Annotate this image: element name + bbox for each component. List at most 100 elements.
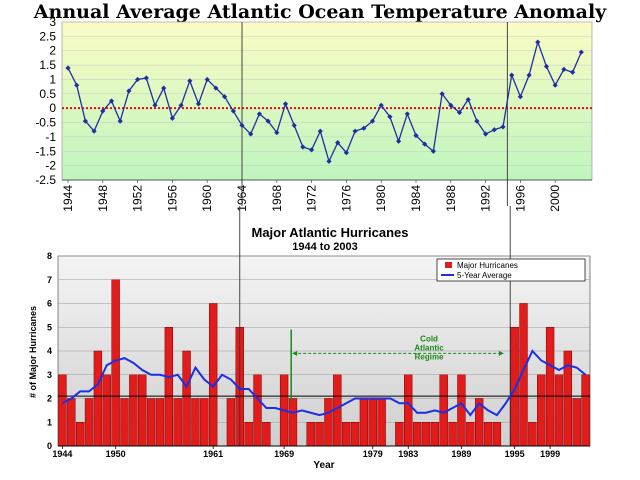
top-chart: 32.521.510.50-0.5-1-1.5-2-2.5 1944 1948 19… bbox=[35, 15, 593, 212]
hurricane-bar bbox=[359, 398, 369, 447]
hurricane-bar bbox=[244, 422, 253, 447]
hurricane-bar bbox=[537, 374, 546, 447]
temperature-anomaly-point bbox=[91, 128, 97, 134]
hurricane-bar bbox=[377, 398, 386, 447]
hurricane-bar bbox=[146, 398, 156, 447]
top-y-tick-label: 0 bbox=[49, 101, 56, 115]
top-y-tick-label: -1 bbox=[45, 130, 56, 144]
hurricane-bar bbox=[67, 398, 76, 447]
temperature-anomaly-point bbox=[326, 158, 332, 164]
temperature-anomaly-point bbox=[161, 85, 167, 91]
temperature-anomaly-point bbox=[213, 85, 219, 91]
temperature-anomaly-point bbox=[413, 132, 419, 139]
hurricane-bar bbox=[93, 350, 103, 447]
top-y-tick-label: -2 bbox=[45, 159, 56, 173]
temperature-anomaly-point bbox=[143, 75, 149, 81]
top-y-tick-label: 2 bbox=[49, 44, 56, 58]
hurricane-bar bbox=[492, 422, 502, 447]
top-chart-title: Annual Average Atlantic Ocean Temperatur… bbox=[33, 1, 607, 23]
hurricane-bar bbox=[173, 398, 182, 447]
hurricane-bar bbox=[350, 422, 360, 447]
hurricane-bar bbox=[395, 422, 404, 447]
top-x-tick-label: 1976 bbox=[339, 185, 353, 212]
top-y-axis: 32.521.510.50-0.5-1-1.5-2-2.5 bbox=[35, 15, 56, 187]
temperature-anomaly-point bbox=[509, 72, 515, 78]
hurricane-bar bbox=[404, 374, 413, 447]
bottom-x-axis: 1944 1950 1961 1969 1979 1983 1989 1995 1999 bbox=[52, 445, 590, 459]
temperature-anomaly-point bbox=[65, 65, 71, 71]
hurricane-bar bbox=[75, 422, 85, 447]
temperature-anomaly-point bbox=[291, 122, 297, 129]
hurricane-bar bbox=[421, 422, 431, 447]
top-x-tick-label: 1984 bbox=[409, 185, 423, 212]
hurricane-bar bbox=[324, 398, 333, 447]
temperature-anomaly-point bbox=[100, 108, 106, 114]
temperature-anomaly-point bbox=[491, 127, 497, 133]
top-x-tick-label: 2000 bbox=[548, 185, 562, 212]
annotation-arrowhead-right bbox=[498, 350, 504, 356]
top-x-tick-label: 1944 bbox=[61, 185, 75, 212]
temperature-anomaly-point bbox=[126, 88, 132, 94]
bottom-x-tick-label: 1995 bbox=[505, 449, 525, 459]
hurricane-bar bbox=[483, 422, 493, 447]
hurricane-bar bbox=[528, 422, 537, 447]
bottom-y-axis-label: # of Major Hurricanes bbox=[28, 306, 38, 398]
hurricane-bar bbox=[58, 374, 67, 447]
temperature-anomaly-point bbox=[274, 130, 280, 136]
bottom-y-tick-label: 0 bbox=[47, 441, 52, 451]
temperature-anomaly-point bbox=[195, 101, 202, 107]
temperature-anomaly-point bbox=[378, 102, 384, 108]
temperature-anomaly-point bbox=[135, 76, 141, 83]
hurricane-bar bbox=[315, 422, 324, 447]
hurricane-bar bbox=[581, 374, 590, 447]
top-y-tick-label: -0.5 bbox=[35, 116, 56, 130]
hurricane-bar bbox=[368, 398, 377, 447]
bottom-x-tick-label: 1961 bbox=[203, 449, 223, 459]
temperature-anomaly-point bbox=[570, 69, 576, 75]
bottom-x-tick-label: 1969 bbox=[274, 449, 294, 459]
hurricane-bar bbox=[253, 374, 262, 447]
legend-label-five-year-average: 5-Year Average bbox=[457, 271, 512, 280]
top-y-tick-label: -2.5 bbox=[35, 173, 56, 187]
hurricane-bar bbox=[191, 398, 200, 447]
temperature-anomaly-point bbox=[317, 128, 323, 134]
temperature-anomaly-point bbox=[82, 118, 88, 124]
annotation-arrowhead-left bbox=[292, 350, 298, 356]
bottom-chart-title: Major Atlantic Hurricanes bbox=[251, 225, 408, 240]
top-x-tick-label: 1956 bbox=[165, 185, 179, 212]
bottom-x-tick-label: 1983 bbox=[398, 449, 418, 459]
hurricane-bar bbox=[182, 350, 191, 447]
annotation-text-line-3: Regime bbox=[415, 353, 444, 362]
top-x-axis: 1944 1948 1952 1956 1960 1964 1968 1972 1976 1980… bbox=[61, 179, 592, 212]
temperature-anomaly-point bbox=[465, 96, 471, 103]
temperature-anomaly-point bbox=[517, 94, 523, 100]
top-x-tick-label: 1968 bbox=[270, 185, 284, 212]
top-x-tick-label: 1952 bbox=[131, 185, 145, 212]
temperature-anomaly-points bbox=[65, 39, 584, 164]
temperature-anomaly-point bbox=[204, 76, 210, 83]
hurricane-bar bbox=[120, 398, 129, 447]
cold-regime-annotation: Cold Atlantic Regime bbox=[290, 329, 504, 401]
hurricane-bar bbox=[306, 422, 315, 447]
major-hurricanes-bars bbox=[58, 279, 590, 447]
hurricane-bar bbox=[155, 398, 165, 447]
temperature-anomaly-point bbox=[265, 118, 271, 124]
bottom-chart-subtitle: 1944 to 2003 bbox=[292, 241, 357, 253]
temperature-anomaly-point bbox=[361, 125, 367, 131]
hurricane-bar bbox=[129, 374, 138, 447]
bottom-y-tick-label: 1 bbox=[47, 417, 52, 427]
hurricane-bar bbox=[200, 398, 209, 447]
hurricane-bar bbox=[84, 398, 94, 447]
temperature-anomaly-point bbox=[309, 147, 315, 153]
hurricane-bar bbox=[288, 398, 298, 447]
temperature-anomaly-point bbox=[535, 39, 541, 45]
top-y-tick-label: 1.5 bbox=[39, 58, 56, 72]
bottom-y-tick-label: 4 bbox=[47, 346, 52, 356]
temperature-anomaly-point bbox=[178, 102, 184, 108]
temperature-anomaly-point bbox=[500, 124, 506, 130]
top-x-tick-label: 1948 bbox=[96, 185, 110, 212]
legend-box bbox=[436, 258, 586, 282]
temperature-anomaly-point bbox=[543, 63, 550, 70]
